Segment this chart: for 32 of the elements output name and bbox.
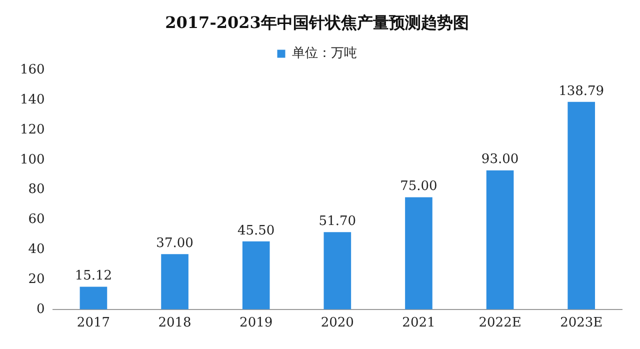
y-tick-label: 120 (20, 122, 45, 138)
bar (486, 170, 514, 310)
y-tick-label: 160 (20, 62, 45, 78)
x-tick-label: 2021 (402, 316, 436, 331)
data-label: 45.50 (237, 223, 275, 238)
y-tick-label: 40 (28, 242, 45, 257)
data-label: 37.00 (156, 236, 194, 251)
bar (568, 102, 596, 310)
x-tick-label: 2019 (240, 316, 273, 331)
x-tick-label: 2022E (478, 316, 522, 331)
x-tick-label: 2020 (320, 316, 354, 331)
chart-title: 2017-2023年中国针状焦产量预测趋势图 (165, 12, 469, 32)
data-label: 75.00 (400, 179, 438, 194)
x-tick-label: 2018 (158, 316, 192, 331)
y-tick-label: 0 (36, 302, 45, 317)
data-label: 15.12 (74, 268, 112, 284)
y-tick-label: 80 (28, 182, 45, 198)
x-tick-label: 2023E (560, 316, 603, 331)
y-tick-label: 100 (20, 152, 45, 168)
bar (242, 241, 270, 310)
bar (161, 254, 188, 310)
data-label: 138.79 (558, 84, 604, 99)
y-tick-label: 140 (20, 92, 45, 108)
bar (324, 232, 352, 310)
data-label: 93.00 (481, 152, 519, 168)
bar (80, 286, 108, 310)
legend-label: 单位：万吨 (292, 46, 357, 62)
y-tick-label: 20 (28, 272, 45, 287)
data-label: 51.70 (318, 214, 356, 229)
bar (405, 197, 432, 310)
x-tick-label: 2017 (76, 316, 110, 331)
y-tick-label: 60 (28, 212, 45, 228)
